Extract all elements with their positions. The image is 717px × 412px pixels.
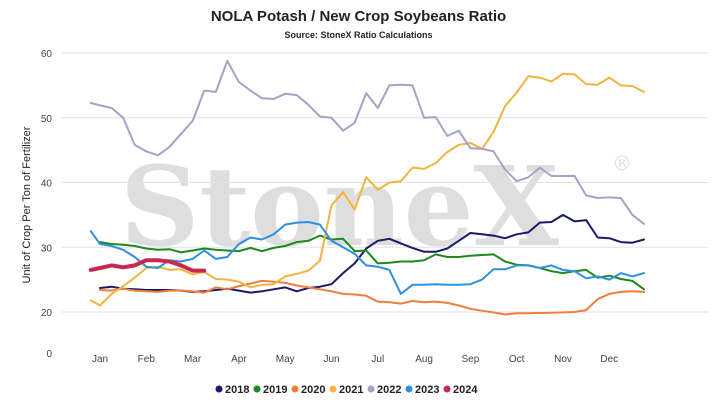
x-tick-label-mar: Mar [184, 354, 202, 365]
legend-marker-2021 [329, 385, 337, 393]
series-line-2022 [89, 59, 645, 225]
x-tick-label-apr: Apr [231, 354, 247, 365]
x-tick-label-feb: Feb [138, 354, 156, 365]
legend-marker-2018 [215, 385, 223, 393]
x-tick-label-oct: Oct [509, 354, 525, 365]
legend-marker-2019 [253, 385, 261, 393]
legend-marker-2024 [443, 385, 451, 393]
legend-marker-2020 [291, 385, 299, 393]
x-tick-label-nov: Nov [554, 354, 572, 365]
series-line-2023 [89, 221, 645, 295]
legend-label-2019: 2019 [263, 384, 287, 396]
x-tick-label-jun: Jun [323, 354, 339, 365]
legend-label-2022: 2022 [377, 384, 401, 396]
x-tick-label-aug: Aug [415, 354, 433, 365]
chart-subtitle: Source: StoneX Ratio Calculations [284, 30, 433, 40]
series-line-2019 [99, 234, 645, 291]
y-tick-label-40: 40 [41, 179, 53, 190]
legend-marker-2022 [367, 385, 375, 393]
x-tick-label-jan: Jan [92, 354, 108, 365]
legend-label-2021: 2021 [339, 384, 363, 396]
y-tick-label-60: 60 [41, 49, 53, 60]
series-line-2024 [88, 258, 207, 273]
legend-label-2020: 2020 [301, 384, 325, 396]
y-tick-label-50: 50 [41, 114, 53, 125]
watermark-registered-mark: ® [612, 151, 632, 175]
legend-label-2023: 2023 [415, 384, 439, 396]
y-axis-label: Unit of Crop Per Ton of Fertilizer [21, 126, 33, 283]
legend-label-2024: 2024 [453, 384, 478, 396]
legend-marker-2023 [405, 385, 413, 393]
chart-title: NOLA Potash / New Crop Soybeans Ratio [210, 8, 507, 25]
y-tick-label-0: 0 [46, 349, 52, 360]
series-line-2021 [89, 72, 645, 307]
x-tick-label-may: May [276, 354, 295, 365]
x-tick-label-dec: Dec [600, 354, 618, 365]
y-tick-label-20: 20 [41, 308, 53, 319]
x-tick-label-sep: Sep [462, 354, 480, 365]
y-tick-label-30: 30 [41, 243, 53, 254]
legend-label-2018: 2018 [225, 384, 249, 396]
series-line-2020 [99, 279, 645, 316]
x-tick-label-jul: Jul [371, 354, 384, 365]
